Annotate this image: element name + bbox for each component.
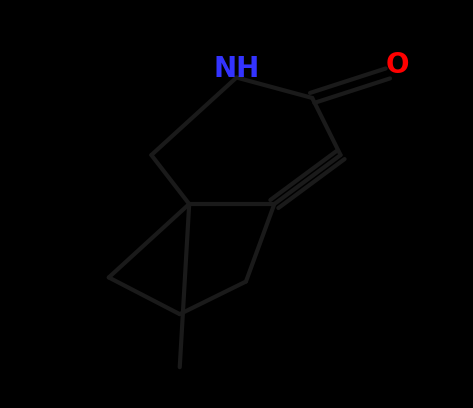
Text: O: O xyxy=(385,51,409,79)
Text: NH: NH xyxy=(213,55,260,83)
